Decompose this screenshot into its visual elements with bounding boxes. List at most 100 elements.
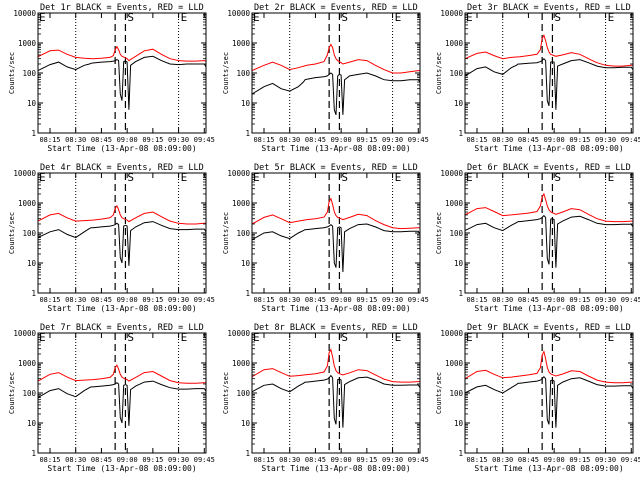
- marker-label: E: [608, 11, 615, 24]
- x-tick-label: 09:45: [194, 296, 215, 304]
- panel-title: Det 2r BLACK = Events, RED = LLD: [254, 3, 418, 13]
- x-tick-label: 09:30: [595, 296, 616, 304]
- y-tick-label: 1000: [18, 199, 37, 208]
- marker-label: S: [341, 171, 348, 184]
- marker-label: S: [127, 171, 134, 184]
- y-axis-label: Counts/sec: [8, 52, 16, 94]
- x-axis-label: Start Time (13-Apr-08 08:09:00): [474, 464, 623, 473]
- plot-frame: [464, 172, 634, 294]
- marker-label: E: [395, 11, 402, 24]
- lld-series-line: [464, 192, 634, 223]
- y-tick-label: 10: [454, 99, 464, 108]
- x-axis-label: Start Time (13-Apr-08 08:09:00): [47, 144, 196, 153]
- y-axis-label: Counts/sec: [435, 52, 443, 94]
- y-tick-label: 10: [454, 259, 464, 268]
- events-series-line: [464, 375, 634, 428]
- x-tick-label: 08:45: [305, 136, 326, 144]
- marker-label: S: [554, 171, 561, 184]
- y-tick-label: 10: [27, 419, 37, 428]
- y-tick-label: 100: [449, 389, 463, 398]
- x-axis-label: Start Time (13-Apr-08 08:09:00): [474, 304, 623, 313]
- events-series-line: [251, 223, 421, 273]
- y-tick-label: 100: [236, 229, 250, 238]
- x-tick-label: 08:30: [492, 296, 513, 304]
- x-tick-label: 08:45: [91, 296, 112, 304]
- x-tick-label: 08:45: [518, 456, 539, 464]
- x-tick-label: 09:15: [142, 136, 163, 144]
- x-tick-label: 09:30: [168, 456, 189, 464]
- edge-label: E: [253, 11, 260, 24]
- marker-label: S: [341, 11, 348, 24]
- x-tick-label: 08:30: [492, 136, 513, 144]
- x-tick-label: 08:30: [492, 456, 513, 464]
- y-axis-label: Counts/sec: [435, 372, 443, 414]
- y-tick-label: 10000: [440, 169, 463, 178]
- lld-series-line: [37, 364, 207, 384]
- marker-label: E: [181, 171, 188, 184]
- events-series-line: [37, 221, 207, 266]
- y-axis-label: Counts/sec: [222, 52, 230, 94]
- events-series-line: [464, 214, 634, 268]
- y-tick-label: 10: [241, 419, 251, 428]
- x-tick-label: 09:45: [621, 296, 640, 304]
- x-tick-label: 09:15: [356, 136, 377, 144]
- edge-label: E: [39, 11, 46, 24]
- x-tick-label: 08:30: [279, 296, 300, 304]
- x-tick-label: 08:30: [65, 456, 86, 464]
- x-tick-label: 08:15: [466, 296, 487, 304]
- x-tick-label: 09:00: [331, 296, 352, 304]
- marker-label: E: [181, 331, 188, 344]
- x-tick-label: 09:00: [117, 136, 138, 144]
- edge-label: E: [466, 11, 473, 24]
- x-tick-label: 09:15: [569, 456, 590, 464]
- y-tick-label: 1: [245, 129, 250, 138]
- x-tick-label: 09:15: [356, 456, 377, 464]
- marker-label: S: [127, 331, 134, 344]
- y-tick-label: 1000: [445, 359, 464, 368]
- x-axis-label: Start Time (13-Apr-08 08:09:00): [261, 464, 410, 473]
- lld-series-line: [251, 348, 421, 383]
- x-tick-label: 09:30: [382, 136, 403, 144]
- y-tick-label: 10000: [13, 329, 36, 338]
- marker-label: E: [608, 171, 615, 184]
- marker-label: E: [395, 331, 402, 344]
- x-tick-label: 09:45: [408, 456, 429, 464]
- panel-title: Det 9r BLACK = Events, RED = LLD: [467, 323, 631, 333]
- edge-label: E: [253, 331, 260, 344]
- x-tick-label: 09:45: [194, 456, 215, 464]
- x-tick-label: 08:15: [466, 456, 487, 464]
- edge-label: E: [466, 331, 473, 344]
- y-tick-label: 1000: [232, 39, 251, 48]
- edge-label: E: [39, 331, 46, 344]
- y-tick-label: 100: [449, 229, 463, 238]
- y-axis-label: Counts/sec: [222, 212, 230, 254]
- panel-title: Det 7r BLACK = Events, RED = LLD: [40, 323, 204, 333]
- y-tick-label: 10000: [440, 329, 463, 338]
- x-axis-label: Start Time (13-Apr-08 08:09:00): [261, 144, 410, 153]
- edge-label: E: [466, 171, 473, 184]
- x-axis-label: Start Time (13-Apr-08 08:09:00): [47, 464, 196, 473]
- x-axis-label: Start Time (13-Apr-08 08:09:00): [47, 304, 196, 313]
- y-tick-label: 10: [27, 259, 37, 268]
- x-tick-label: 09:30: [595, 456, 616, 464]
- marker-label: E: [395, 171, 402, 184]
- x-tick-label: 08:15: [253, 136, 274, 144]
- y-tick-label: 1000: [232, 199, 251, 208]
- events-series-line: [251, 72, 421, 116]
- lld-series-line: [464, 350, 634, 384]
- y-tick-label: 100: [22, 229, 36, 238]
- edge-label: E: [39, 171, 46, 184]
- panel-title: Det 6r BLACK = Events, RED = LLD: [467, 163, 631, 173]
- x-tick-label: 08:45: [91, 456, 112, 464]
- events-series-line: [37, 380, 207, 426]
- y-tick-label: 10000: [13, 169, 36, 178]
- panel-title: Det 3r BLACK = Events, RED = LLD: [467, 3, 631, 13]
- panel-title: Det 5r BLACK = Events, RED = LLD: [254, 163, 418, 173]
- y-tick-label: 100: [22, 69, 36, 78]
